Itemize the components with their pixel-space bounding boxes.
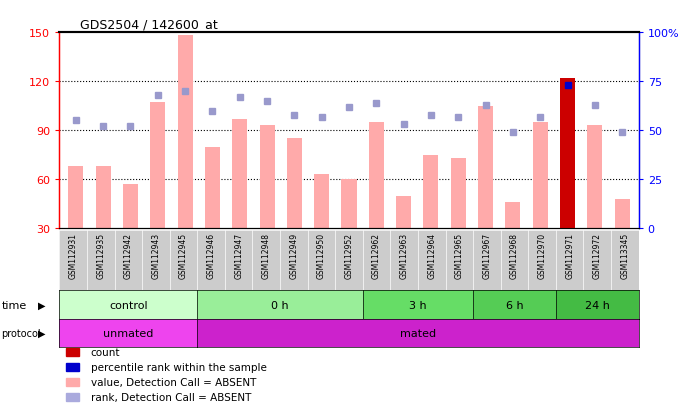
Text: GSM112943: GSM112943 (151, 233, 161, 279)
Text: GSM112964: GSM112964 (427, 233, 436, 279)
Bar (424, 155, 438, 229)
Text: mated: mated (400, 328, 436, 338)
Text: GSM112950: GSM112950 (317, 233, 326, 279)
Text: GSM112946: GSM112946 (207, 233, 216, 279)
Bar (533, 123, 548, 229)
Text: GSM112968: GSM112968 (510, 233, 519, 278)
Bar (205, 147, 220, 229)
Bar (314, 175, 329, 229)
Text: 0 h: 0 h (272, 300, 289, 310)
Bar (150, 103, 165, 229)
Text: GSM112931: GSM112931 (68, 233, 77, 278)
Text: GSM112971: GSM112971 (565, 233, 574, 278)
Bar (96, 167, 110, 229)
Text: value, Detection Call = ABSENT: value, Detection Call = ABSENT (91, 377, 256, 387)
Text: GSM112962: GSM112962 (372, 233, 381, 278)
Text: GSM112947: GSM112947 (234, 233, 243, 279)
Bar (478, 107, 493, 229)
Bar (505, 203, 521, 229)
Text: GSM112952: GSM112952 (345, 233, 353, 278)
Text: GSM113345: GSM113345 (621, 233, 630, 279)
Text: GSM112967: GSM112967 (482, 233, 491, 279)
Bar (560, 79, 575, 229)
Bar (123, 185, 138, 229)
Text: protocol: protocol (1, 328, 41, 338)
Bar (615, 199, 630, 229)
Bar (260, 126, 274, 229)
Text: unmated: unmated (103, 328, 154, 338)
Bar (588, 126, 602, 229)
Text: GDS2504 / 142600_at: GDS2504 / 142600_at (80, 18, 218, 31)
Text: GSM112935: GSM112935 (96, 233, 105, 279)
Text: 6 h: 6 h (506, 300, 524, 310)
Text: ▶: ▶ (38, 328, 45, 338)
Bar (341, 180, 357, 229)
Text: 24 h: 24 h (585, 300, 610, 310)
Text: rank, Detection Call = ABSENT: rank, Detection Call = ABSENT (91, 392, 251, 402)
Text: count: count (91, 347, 120, 357)
Text: GSM112948: GSM112948 (262, 233, 271, 278)
Text: GSM112963: GSM112963 (400, 233, 408, 279)
Text: GSM112945: GSM112945 (179, 233, 188, 279)
Bar (396, 196, 411, 229)
Bar (232, 119, 247, 229)
Bar (287, 139, 302, 229)
Bar (177, 36, 193, 229)
Text: GSM112965: GSM112965 (455, 233, 464, 279)
Text: time: time (1, 300, 27, 310)
Bar (68, 167, 83, 229)
Bar (451, 159, 466, 229)
Text: control: control (109, 300, 147, 310)
Text: GSM112949: GSM112949 (290, 233, 298, 279)
Text: GSM112972: GSM112972 (593, 233, 602, 278)
Text: ▶: ▶ (38, 300, 45, 310)
Bar (369, 123, 384, 229)
Text: 3 h: 3 h (409, 300, 426, 310)
Text: GSM112970: GSM112970 (537, 233, 547, 279)
Text: percentile rank within the sample: percentile rank within the sample (91, 362, 267, 372)
Text: GSM112942: GSM112942 (124, 233, 133, 278)
